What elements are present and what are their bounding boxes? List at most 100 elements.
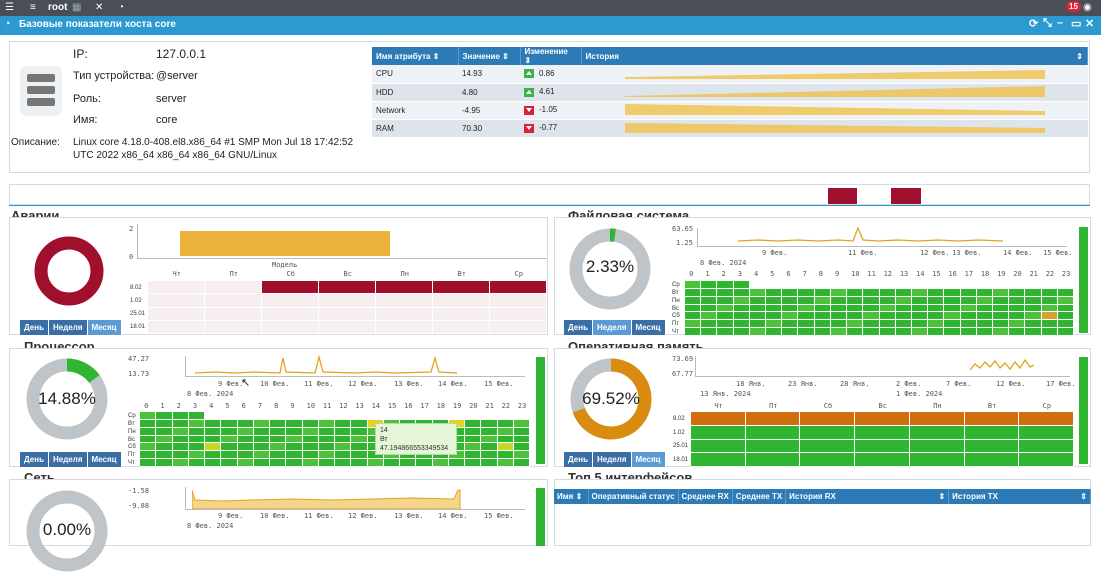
heatmap-cell[interactable] [253, 459, 270, 467]
heatmap-cell[interactable] [1041, 328, 1058, 336]
heatmap-cell[interactable] [909, 425, 965, 440]
timeline-event[interactable] [828, 188, 857, 204]
heatmap-cell[interactable] [335, 419, 352, 428]
close-icon[interactable]: ✕ [1085, 18, 1095, 30]
heatmap-cell[interactable] [855, 453, 910, 467]
heatmap-cell[interactable] [148, 307, 205, 321]
heatmap-cell[interactable] [205, 459, 222, 467]
heatmap-cell[interactable] [944, 312, 961, 321]
table-row[interactable]: RAM 70.30 -0.77 [372, 119, 1088, 138]
heatmap-cell[interactable] [976, 288, 993, 297]
heatmap-cell[interactable] [944, 328, 961, 336]
heatmap-cell[interactable] [140, 419, 157, 428]
heatmap-cell[interactable] [400, 459, 417, 467]
heatmap-cell[interactable] [497, 419, 514, 428]
heatmap-cell[interactable] [960, 288, 977, 297]
heatmap-cell[interactable] [691, 425, 746, 440]
heatmap-cell[interactable] [148, 281, 205, 295]
heatmap-cell[interactable] [448, 451, 465, 460]
heatmap-cell[interactable] [221, 443, 238, 452]
heatmap-cell[interactable] [733, 304, 750, 313]
heatmap-cell[interactable] [221, 459, 238, 467]
heatmap-cell[interactable] [1009, 328, 1026, 336]
heatmap-cell[interactable] [383, 459, 400, 467]
heatmap-cell[interactable] [490, 281, 547, 295]
heatmap-cell[interactable] [879, 304, 896, 313]
heatmap-cell[interactable] [237, 459, 254, 467]
heatmap-cell[interactable] [830, 281, 848, 289]
heatmap-cell[interactable] [481, 427, 498, 436]
heatmap-cell[interactable] [863, 328, 880, 336]
heatmap-cell[interactable] [863, 304, 880, 313]
heatmap-cell[interactable] [188, 435, 205, 444]
alarms-bar[interactable] [180, 231, 390, 256]
heatmap-cell[interactable] [286, 459, 303, 467]
heatmap-cell[interactable] [733, 288, 750, 297]
heatmap-cell[interactable] [814, 328, 831, 336]
heatmap-cell[interactable] [481, 443, 498, 452]
heatmap-cell[interactable] [1025, 320, 1042, 329]
heatmap-cell[interactable] [376, 320, 433, 334]
heatmap-cell[interactable] [318, 443, 335, 452]
heatmap-cell[interactable] [960, 281, 977, 289]
heatmap-cell[interactable] [1009, 304, 1026, 313]
col-history-tx[interactable]: История TX ⇕ [948, 489, 1091, 504]
heatmap-cell[interactable] [847, 320, 864, 329]
heatmap-cell[interactable] [691, 439, 746, 454]
heatmap-cell[interactable] [749, 304, 767, 313]
heatmap-cell[interactable] [964, 412, 1020, 426]
heatmap-cell[interactable] [1057, 328, 1074, 336]
heatmap-cell[interactable] [253, 427, 270, 436]
heatmap-cell[interactable] [156, 459, 173, 467]
heatmap-cell[interactable] [1057, 288, 1074, 297]
col-change[interactable]: Изменение ⇕ [520, 47, 582, 65]
heatmap-cell[interactable] [490, 307, 547, 321]
heatmap-cell[interactable] [928, 320, 945, 329]
heatmap-cell[interactable] [928, 281, 945, 289]
heatmap-cell[interactable] [701, 320, 718, 329]
heatmap-cell[interactable] [513, 412, 530, 420]
heatmap-cell[interactable] [944, 296, 961, 305]
heatmap-cell[interactable] [172, 419, 189, 428]
heatmap-cell[interactable] [895, 288, 912, 297]
heatmap-cell[interactable] [432, 412, 449, 420]
heatmap-cell[interactable] [1057, 312, 1074, 321]
heatmap-cell[interactable] [465, 459, 482, 467]
heatmap-cell[interactable] [302, 427, 319, 436]
heatmap-cell[interactable] [814, 320, 831, 329]
heatmap-cell[interactable] [798, 328, 815, 336]
heatmap-cell[interactable] [782, 320, 799, 329]
heatmap-cell[interactable] [140, 459, 157, 467]
heatmap-cell[interactable] [205, 435, 222, 444]
heatmap-cell[interactable] [286, 412, 303, 420]
heatmap-cell[interactable] [188, 451, 205, 460]
heatmap-cell[interactable] [156, 443, 173, 452]
heatmap-cell[interactable] [701, 328, 718, 336]
heatmap-cell[interactable] [400, 412, 417, 420]
timeline-event[interactable] [891, 188, 921, 204]
heatmap-cell[interactable] [814, 296, 831, 305]
heatmap-cell[interactable] [992, 320, 1010, 329]
heatmap-cell[interactable] [1025, 296, 1042, 305]
table-row[interactable]: Network -4.95 -1.05 [372, 101, 1088, 120]
heatmap-cell[interactable] [814, 312, 831, 321]
heatmap-cell[interactable] [895, 312, 912, 321]
heatmap-cell[interactable] [351, 419, 368, 428]
heatmap-cell[interactable] [172, 443, 189, 452]
heatmap-cell[interactable] [188, 419, 205, 428]
heatmap-cell[interactable] [976, 304, 993, 313]
month-button[interactable]: Месяц [631, 320, 666, 335]
heatmap-cell[interactable] [855, 412, 910, 426]
heatmap-cell[interactable] [782, 328, 799, 336]
heatmap-cell[interactable] [140, 435, 157, 444]
heatmap-cell[interactable] [1009, 281, 1026, 289]
heatmap-cell[interactable] [253, 435, 270, 444]
heatmap-cell[interactable] [879, 312, 896, 321]
heatmap-cell[interactable] [691, 453, 746, 467]
heatmap-cell[interactable] [1057, 296, 1074, 305]
heatmap-cell[interactable] [481, 435, 498, 444]
heatmap-cell[interactable] [1019, 453, 1074, 467]
heatmap-cell[interactable] [481, 419, 498, 428]
heatmap-cell[interactable] [432, 459, 449, 467]
heatmap-cell[interactable] [205, 419, 222, 428]
